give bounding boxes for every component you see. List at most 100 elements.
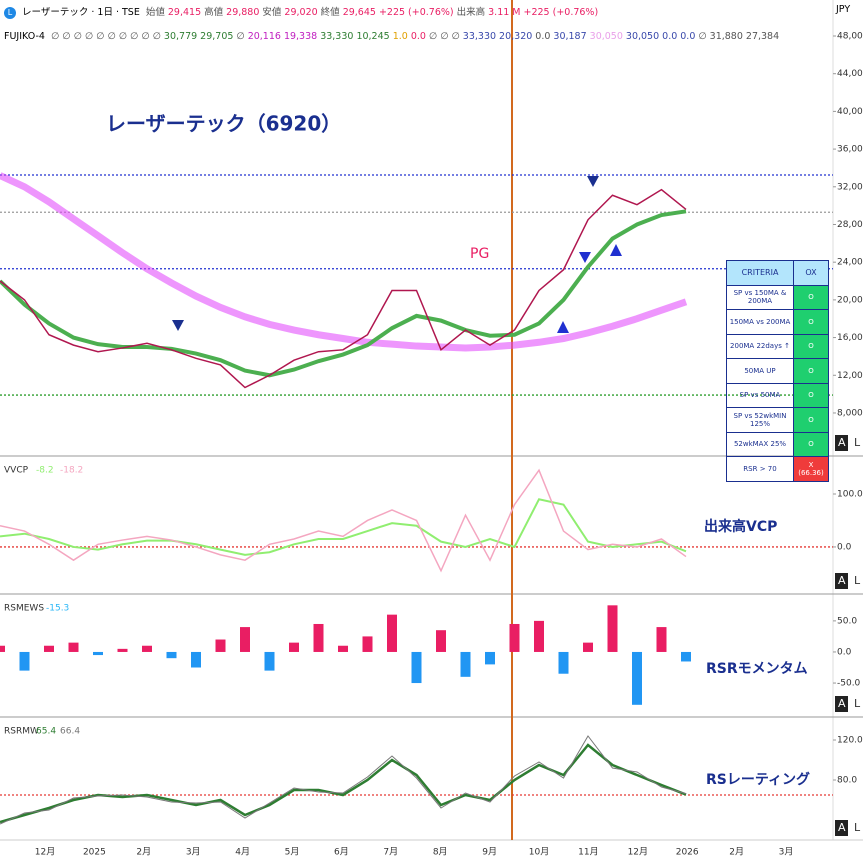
scale-button[interactable]: L bbox=[854, 574, 861, 587]
criteria-cell: 150MA vs 200MA bbox=[726, 309, 794, 335]
criteria-cell: O bbox=[793, 382, 829, 408]
bar bbox=[632, 651, 642, 705]
bar bbox=[436, 630, 446, 652]
scale-button-bg bbox=[835, 820, 848, 836]
y-tick-label: 100.0 bbox=[837, 490, 863, 500]
criteria-row: 150MA vs 200MA O bbox=[726, 309, 829, 335]
y-tick-label: 0.0 bbox=[837, 647, 852, 657]
symbol: レーザーテック · 1日 · TSE bbox=[22, 7, 140, 18]
y-tick-label: 8,000 bbox=[837, 408, 863, 418]
pane-value: 66.4 bbox=[60, 727, 80, 737]
series-line bbox=[0, 735, 687, 825]
indicator-value: ∅ ∅ ∅ bbox=[428, 31, 460, 42]
criteria-row: SP vs 50MA O bbox=[726, 382, 829, 408]
bar bbox=[681, 651, 691, 662]
bar bbox=[191, 651, 201, 668]
x-tick-label: 12月 bbox=[35, 847, 55, 858]
criteria-row: 200MA 22days ↑ O bbox=[726, 333, 829, 359]
x-tick-label: 7月 bbox=[383, 847, 398, 858]
y-tick-label: 40,000 bbox=[837, 107, 863, 117]
criteria-cell: O bbox=[793, 358, 829, 384]
header-field: 安値 bbox=[262, 7, 282, 18]
chart-title: レーザーテック（6920） bbox=[106, 112, 341, 136]
indicator-value: 30,187 bbox=[553, 31, 587, 42]
scale-button[interactable]: A bbox=[838, 821, 846, 834]
bar bbox=[558, 651, 569, 674]
indicator-value: 30,050 bbox=[589, 31, 623, 42]
y-tick-label: 80.0 bbox=[837, 776, 857, 786]
signal-down bbox=[587, 176, 599, 187]
series-line bbox=[0, 743, 687, 824]
signal-down bbox=[579, 252, 591, 263]
indicator-value: 0.0 bbox=[535, 31, 551, 42]
signal-up bbox=[557, 321, 569, 333]
indicator-value: 0.0 bbox=[662, 31, 678, 42]
criteria-row: SP vs 52wkMIN 125% O bbox=[726, 407, 829, 433]
header-field: 出来高 bbox=[456, 7, 486, 18]
criteria-cell: O bbox=[793, 309, 829, 335]
bar bbox=[313, 623, 324, 652]
chart-title: PG bbox=[470, 246, 489, 262]
header-bar: L レーザーテック · 1日 · TSE 始値 29,415 高値 29,880 安値 2… bbox=[4, 4, 601, 19]
bar bbox=[583, 642, 593, 652]
indicator-value: 10,245 bbox=[356, 31, 390, 42]
criteria-cell: O bbox=[793, 284, 829, 310]
series-line bbox=[0, 498, 687, 556]
y-tick-label: 120.0 bbox=[837, 736, 863, 746]
criteria-cell: SP vs 52wkMIN 125% bbox=[726, 407, 794, 433]
bar bbox=[387, 614, 397, 652]
pane-value: -18.2 bbox=[60, 466, 83, 476]
x-tick-label: 8月 bbox=[433, 847, 448, 858]
criteria-cell: O bbox=[793, 431, 829, 457]
indicator-value: 19,338 bbox=[283, 31, 318, 42]
criteria-cell: O bbox=[793, 333, 829, 359]
y-tick-label: 44,000 bbox=[837, 69, 863, 79]
indicator-value: 0.0 bbox=[680, 31, 696, 42]
y-tick-label: 32,000 bbox=[837, 182, 863, 192]
y-tick-label: 28,000 bbox=[837, 220, 863, 230]
indicator-value: ∅ bbox=[236, 31, 245, 42]
scale-button[interactable]: A bbox=[838, 574, 846, 587]
criteria-cell: SP vs 150MA & 200MA bbox=[726, 284, 794, 310]
scale-button[interactable]: A bbox=[838, 436, 846, 449]
x-tick-label: 4月 bbox=[235, 847, 250, 858]
header-field: 3.11 M bbox=[488, 7, 521, 18]
bar bbox=[264, 651, 275, 671]
indicator-value: 1.0 bbox=[392, 31, 408, 42]
y-tick-label: 16,000 bbox=[837, 333, 863, 343]
criteria-head-cell: CRITERIA bbox=[726, 260, 794, 286]
criteria-row: 50MA UP O bbox=[726, 358, 829, 384]
logo: L bbox=[4, 7, 16, 19]
header-field: 始値 bbox=[145, 7, 165, 18]
scale-button[interactable]: A bbox=[838, 697, 846, 710]
header-field: +225 (+0.76%) bbox=[523, 7, 599, 18]
bar bbox=[338, 645, 348, 652]
header-field: 29,415 bbox=[167, 7, 202, 18]
scale-button[interactable]: L bbox=[854, 821, 861, 834]
bar bbox=[0, 645, 5, 652]
criteria-row: RSR > 70 X (66.36) bbox=[726, 456, 829, 482]
indicator-value: ∅ ∅ ∅ ∅ ∅ ∅ ∅ ∅ ∅ ∅ bbox=[50, 31, 161, 42]
bar bbox=[460, 651, 471, 677]
bar bbox=[166, 651, 177, 659]
criteria-cell: SP vs 50MA bbox=[726, 382, 794, 408]
header-field: +225 (+0.76%) bbox=[378, 7, 454, 18]
y-tick-label: 24,000 bbox=[837, 258, 863, 268]
y-tick-label: 20,000 bbox=[837, 295, 863, 305]
indicator-value: 20,320 bbox=[499, 31, 533, 42]
x-tick-label: 11月 bbox=[578, 847, 598, 858]
x-tick-label: 2月 bbox=[136, 847, 151, 858]
scale-button[interactable]: L bbox=[854, 697, 861, 710]
indicator-value: 30,050 bbox=[625, 31, 660, 42]
pane-annotation: RSRモメンタム bbox=[706, 661, 808, 677]
header-field: 終値 bbox=[320, 7, 340, 18]
bar bbox=[142, 645, 152, 652]
pane-title: RSRMW bbox=[4, 727, 39, 737]
series-line bbox=[0, 468, 687, 573]
pane-title: VVCP bbox=[4, 466, 29, 476]
criteria-table: CRITERIA OX SP vs 150MA & 200MA O 150MA vs 2… bbox=[726, 260, 829, 482]
series-line bbox=[0, 188, 687, 389]
scale-button[interactable]: L bbox=[854, 436, 861, 449]
signal-down bbox=[172, 320, 184, 331]
